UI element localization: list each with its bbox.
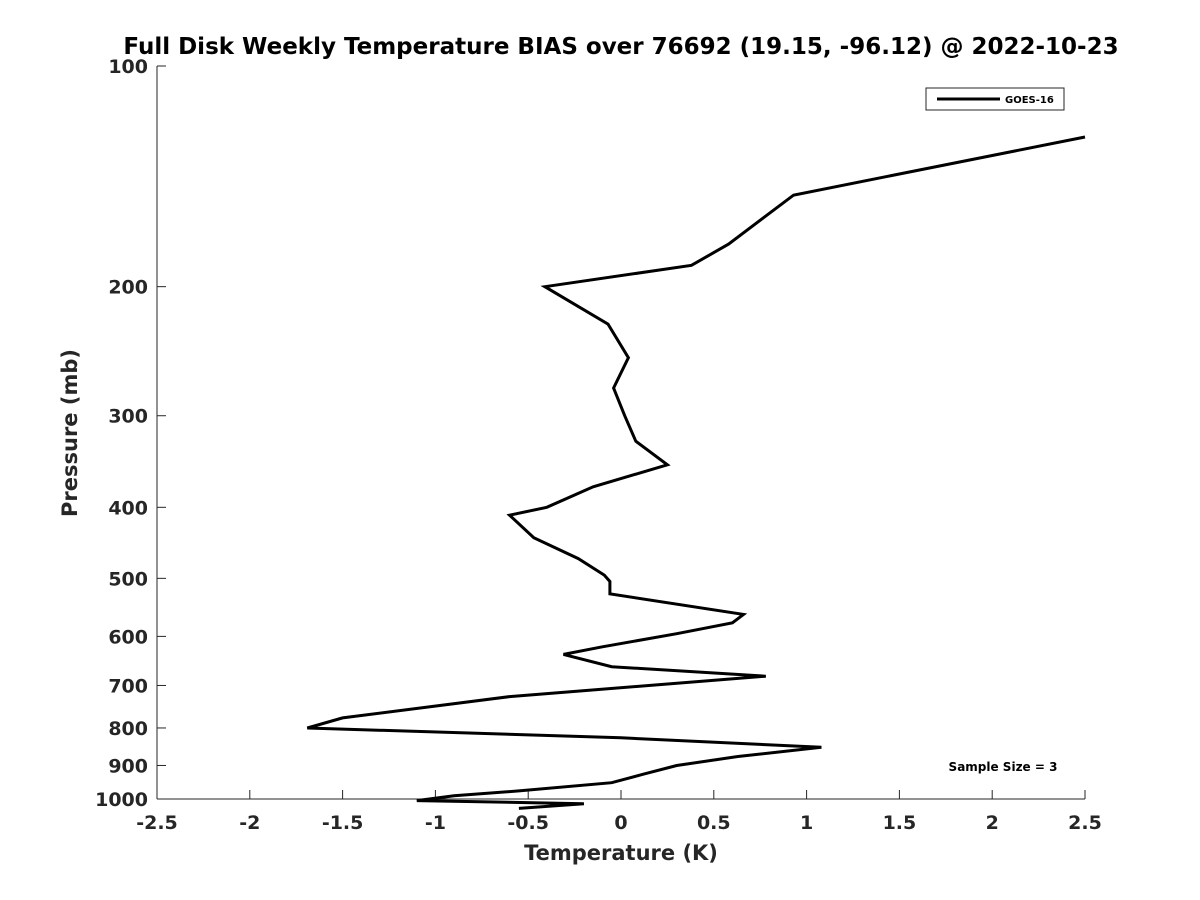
x-tick-label: -2.5 [136, 812, 178, 834]
y-tick-label: 500 [108, 568, 148, 590]
y-tick-label: 300 [108, 406, 148, 428]
series-line-goes-16 [306, 135, 1086, 810]
x-tick-label: -2 [239, 812, 260, 834]
x-tick-label: 2.5 [1068, 812, 1102, 834]
y-tick-label: 400 [108, 497, 148, 519]
x-tick-label: 1 [800, 812, 813, 834]
y-tick-label: 600 [108, 626, 148, 648]
x-tick-label: -1.5 [322, 812, 364, 834]
y-tick-label: 200 [108, 277, 148, 299]
x-tick-label: 0 [614, 812, 627, 834]
y-tick-label: 800 [108, 718, 148, 740]
x-tick-label: -0.5 [507, 812, 549, 834]
x-tick-label: 1.5 [883, 812, 917, 834]
y-axis-label: Pressure (mb) [58, 349, 82, 517]
x-tick-label: 2 [986, 812, 999, 834]
series-layer [306, 135, 1086, 810]
chart-title: Full Disk Weekly Temperature BIAS over 7… [123, 34, 1118, 60]
legend: GOES-16 [925, 87, 1065, 111]
x-tick-label: 0.5 [697, 812, 731, 834]
legend-label: GOES-16 [1005, 95, 1054, 106]
y-tick-label: 700 [108, 675, 148, 697]
x-tick-label: -1 [425, 812, 446, 834]
y-tick-label: 100 [108, 56, 148, 78]
y-tick-label: 900 [108, 755, 148, 777]
y-tick-label: 1000 [95, 789, 148, 811]
sample-size-annotation: Sample Size = 3 [949, 760, 1058, 774]
x-axis-label: Temperature (K) [524, 841, 718, 865]
tick-marks: -2.5 -2 -1.5 -1 -0.5 0 0.5 1 1.5 2 2.5 100 200 300 400… [95, 56, 1102, 834]
